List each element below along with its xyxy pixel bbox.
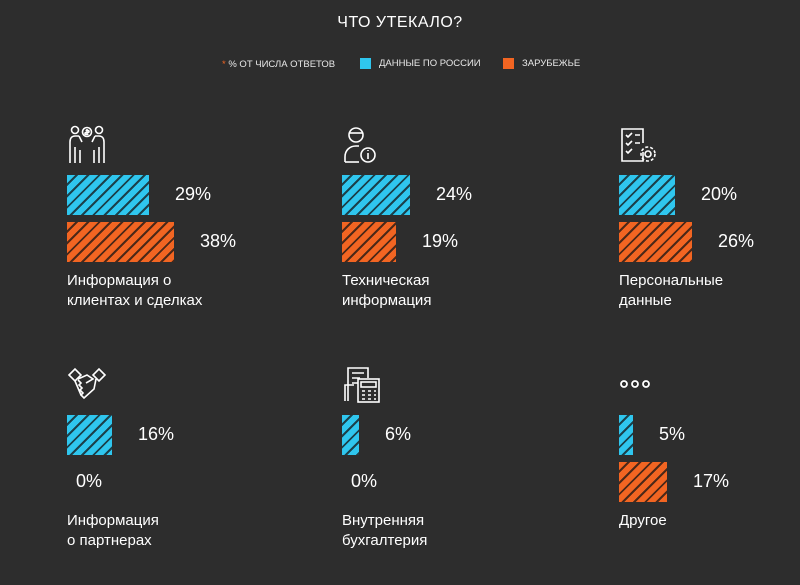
personal-data-icon — [619, 125, 659, 165]
bar-russia — [67, 415, 112, 455]
bar-foreign — [619, 462, 667, 502]
bar-russia — [342, 175, 410, 215]
legend-foreign: ЗАРУБЕЖЬЕ — [503, 58, 580, 69]
category-label-line: клиентах и сделках — [67, 292, 203, 309]
category-label-line: информация — [342, 292, 432, 309]
clients-deals-icon — [67, 125, 107, 165]
panel-other: 5% 17% Другое — [619, 365, 800, 565]
value-label-foreign: 0% — [351, 471, 378, 491]
category-label-line: Информация — [67, 512, 159, 529]
panel-personal-data: 20% 26% Персональные данные — [619, 125, 800, 325]
value-label-foreign: 0% — [76, 471, 103, 491]
value-label-russia: 5% — [659, 424, 686, 444]
value-label-russia: 29% — [175, 184, 212, 204]
panel-clients-deals: 29% 38% Информация о клиентах и сделках — [67, 125, 287, 325]
bar-russia — [619, 175, 675, 215]
legend-note-star: * — [222, 59, 226, 70]
panel-partners: 16% 0% Информация о партнерах — [67, 365, 287, 565]
handshake-icon — [67, 365, 107, 405]
category-label-line: Информация о — [67, 272, 172, 289]
bar-russia — [342, 415, 359, 455]
more-dots-icon — [619, 377, 659, 417]
value-label-russia: 16% — [138, 424, 175, 444]
accounting-icon — [342, 365, 382, 405]
bar-russia — [67, 175, 149, 215]
value-label-russia: 20% — [701, 184, 738, 204]
legend-foreign-swatch — [503, 58, 514, 69]
category-label-line: Другое — [619, 512, 667, 529]
category-label-line: бухгалтерия — [342, 532, 428, 549]
value-label-russia: 24% — [436, 184, 473, 204]
category-label-line: Техническая — [342, 272, 430, 289]
legend-russia-label: ДАННЫЕ ПО РОССИИ — [379, 58, 481, 69]
category-label-line: Внутренняя — [342, 512, 425, 529]
legend-foreign-label: ЗАРУБЕЖЬЕ — [522, 58, 581, 69]
category-label: Другое — [619, 511, 800, 531]
legend-note-text: % ОТ ЧИСЛА ОТВЕТОВ — [228, 59, 336, 70]
legend-russia-swatch — [360, 58, 371, 69]
value-label-russia: 6% — [385, 424, 412, 444]
category-label: Информация о партнерах — [67, 511, 267, 551]
chart-title: ЧТО УТЕКАЛО? — [337, 14, 463, 31]
panel-technical-info: 24% 19% Техническая информация — [342, 125, 562, 325]
category-label-line: Персональные — [619, 272, 724, 289]
value-label-foreign: 17% — [693, 471, 730, 491]
bar-foreign — [342, 222, 396, 262]
bar-foreign — [619, 222, 692, 262]
legend-russia: ДАННЫЕ ПО РОССИИ — [360, 58, 481, 69]
bar-foreign — [67, 222, 174, 262]
category-label: Внутренняя бухгалтерия — [342, 511, 542, 551]
value-label-foreign: 19% — [422, 231, 459, 251]
panel-accounting: 6% 0% Внутренняя бухгалтерия — [342, 365, 562, 565]
category-label-line: о партнерах — [67, 532, 152, 549]
category-label: Персональные данные — [619, 271, 800, 311]
bar-russia — [619, 415, 633, 455]
category-label: Информация о клиентах и сделках — [67, 271, 267, 311]
value-label-foreign: 38% — [200, 231, 237, 251]
technical-info-icon — [342, 125, 382, 165]
legend: * % ОТ ЧИСЛА ОТВЕТОВ ДАННЫЕ ПО РОССИИ ЗА… — [0, 58, 800, 72]
legend-note: * % ОТ ЧИСЛА ОТВЕТОВ — [222, 59, 335, 70]
value-label-foreign: 26% — [718, 231, 755, 251]
category-label-line: данные — [619, 292, 672, 309]
category-label: Техническая информация — [342, 271, 542, 311]
